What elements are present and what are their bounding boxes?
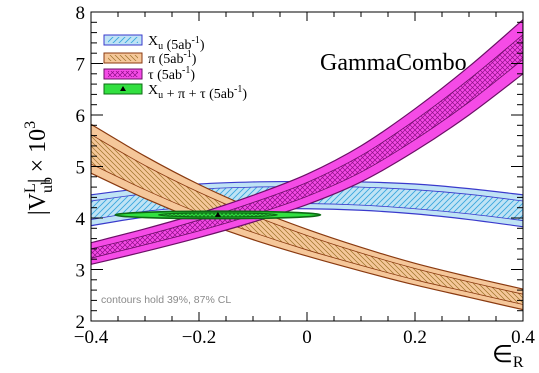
band-inner-tau [91, 34, 523, 259]
legend-swatch-hatch [108, 37, 138, 43]
band-inner-pi [91, 134, 523, 305]
y-tick-label: 7 [76, 55, 86, 76]
legend-marker [120, 86, 126, 91]
best-fit-marker [214, 211, 221, 217]
y-tick-label: 2 [76, 312, 86, 333]
bands [91, 18, 523, 311]
legend-swatch-hatch [108, 55, 138, 61]
y-axis-title: |VubL| × 103 [22, 121, 56, 215]
legend: Xu (5ab-1)π (5ab-1)τ (5ab-1)Xu + π + τ (… [103, 34, 247, 102]
combined-contour [114, 210, 322, 220]
cl-note: contours hold 39%, 87% CL [101, 294, 231, 306]
y-axis: 2 3 4 5 6 7 8 [76, 3, 523, 333]
legend-item-tau: τ (5ab-1) [103, 65, 195, 83]
legend-label: Xu (5ab-1) [148, 34, 205, 53]
brand-label: GammaCombo [320, 50, 467, 76]
y-tick-label: 8 [76, 3, 86, 24]
x-tick-label: 0 [302, 327, 312, 348]
legend-item-pi: π (5ab-1) [103, 49, 197, 67]
y-tick-label: 4 [76, 209, 86, 230]
y-tick-label: 3 [76, 261, 86, 282]
legend-label: τ (5ab-1) [148, 65, 195, 83]
y-tick-label: 5 [76, 158, 86, 179]
x-tick-label: 0.2 [403, 327, 427, 348]
legend-swatch-hatch [108, 71, 138, 77]
x-tick-label: −0.4 [74, 327, 109, 348]
legend-label: Xu + π + τ (5ab-1) [148, 83, 247, 102]
legend-label: π (5ab-1) [148, 49, 197, 67]
x-axis: −0.4 −0.2 0 0.2 0.4 [74, 12, 535, 348]
y-tick-label: 6 [76, 106, 86, 127]
legend-item-combined: Xu + π + τ (5ab-1) [103, 83, 247, 102]
x-tick-label: 0.4 [511, 327, 535, 348]
x-tick-label: −0.2 [182, 327, 216, 348]
series-tau [91, 18, 523, 265]
legend-item-xu: Xu (5ab-1) [103, 34, 205, 53]
